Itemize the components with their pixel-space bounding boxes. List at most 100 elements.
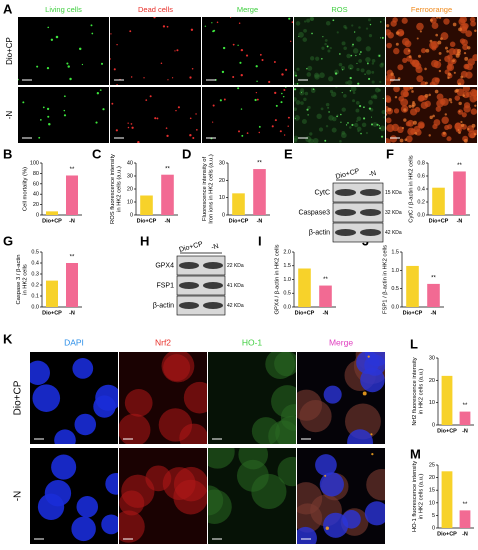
cell xyxy=(119,413,151,444)
y-tick-label: 1.0 xyxy=(283,277,291,283)
cell xyxy=(371,80,375,84)
cell xyxy=(294,138,298,143)
y-tick-label: 20 xyxy=(429,475,435,481)
cell xyxy=(258,131,261,134)
cell xyxy=(221,70,225,74)
cell xyxy=(366,62,369,65)
blot-band xyxy=(203,282,223,289)
blot-band xyxy=(335,189,356,196)
cell xyxy=(398,95,405,102)
cell xyxy=(428,134,431,137)
column-header: Merge xyxy=(237,5,258,14)
blot-band xyxy=(335,209,356,216)
cell xyxy=(390,72,394,76)
cell xyxy=(355,120,358,123)
significance-label: ** xyxy=(70,167,75,173)
image-background xyxy=(110,17,201,85)
panel-letter: E xyxy=(284,146,293,161)
cell xyxy=(42,106,45,109)
cell xyxy=(383,116,385,119)
cell xyxy=(288,17,291,20)
micrograph xyxy=(208,448,296,544)
cell xyxy=(332,19,335,22)
panel-letter: B xyxy=(3,146,12,161)
cell xyxy=(392,17,398,23)
cell xyxy=(356,62,358,64)
cell xyxy=(359,53,361,55)
image-content xyxy=(37,454,118,542)
cell xyxy=(54,429,76,444)
y-tick-label: 40 xyxy=(33,192,39,198)
cell xyxy=(255,65,258,68)
cell xyxy=(351,24,354,27)
cell xyxy=(46,67,50,70)
image-content xyxy=(30,358,118,444)
cell xyxy=(460,75,464,79)
cell xyxy=(326,45,329,48)
cell xyxy=(361,122,367,128)
cell xyxy=(419,30,422,33)
cell xyxy=(347,64,354,70)
cell xyxy=(379,125,385,132)
y-axis-title: Caspase 3 / β-actin xyxy=(16,254,22,304)
cell xyxy=(365,46,371,52)
row-name: β-actin xyxy=(309,229,330,236)
cell xyxy=(76,496,99,518)
cell xyxy=(310,56,315,61)
y-tick-label: 0.0 xyxy=(283,304,291,310)
bar xyxy=(66,263,78,307)
image-content xyxy=(294,87,385,143)
cell xyxy=(63,109,66,112)
cell xyxy=(321,46,325,50)
cell xyxy=(124,389,153,417)
y-tick-label: 0.1 xyxy=(31,293,39,299)
cell xyxy=(353,31,356,33)
micrograph xyxy=(294,17,385,85)
panel-letter: F xyxy=(386,146,394,161)
cell xyxy=(105,472,118,495)
image-content xyxy=(297,352,385,444)
y-tick-label: 80 xyxy=(33,171,39,177)
bar xyxy=(253,169,266,215)
cell xyxy=(401,17,408,24)
cell xyxy=(461,112,467,118)
micrograph xyxy=(119,352,207,444)
cell xyxy=(356,36,362,42)
cell xyxy=(238,130,241,133)
cell xyxy=(462,94,465,97)
bar xyxy=(427,283,440,307)
lane-label: -N xyxy=(368,170,377,179)
cell xyxy=(424,93,429,98)
cell xyxy=(96,92,100,95)
cell xyxy=(371,59,376,63)
cell xyxy=(341,107,346,112)
row-size: 42 KDa xyxy=(385,230,402,236)
cell xyxy=(315,56,320,61)
cell xyxy=(431,22,439,29)
cell xyxy=(370,95,375,99)
cell xyxy=(365,352,385,367)
cell xyxy=(453,71,456,74)
bar xyxy=(140,195,153,215)
cell xyxy=(349,76,352,80)
y-axis-title: Cell mortality (%) xyxy=(23,167,29,211)
cell xyxy=(442,131,446,135)
panel-letter: M xyxy=(410,446,421,461)
cell xyxy=(335,87,338,89)
bar xyxy=(441,375,453,425)
cell xyxy=(55,35,59,39)
cell xyxy=(312,88,315,91)
cell xyxy=(428,93,431,97)
cell xyxy=(334,72,338,75)
blot-row xyxy=(176,255,226,276)
cell xyxy=(397,77,401,81)
cell xyxy=(307,114,309,116)
cell xyxy=(294,97,297,102)
cell xyxy=(380,62,384,66)
cell xyxy=(36,65,39,68)
cell xyxy=(402,57,408,64)
cell xyxy=(300,92,302,94)
cell xyxy=(347,80,353,85)
blot-band xyxy=(179,262,199,269)
cell xyxy=(192,136,195,139)
